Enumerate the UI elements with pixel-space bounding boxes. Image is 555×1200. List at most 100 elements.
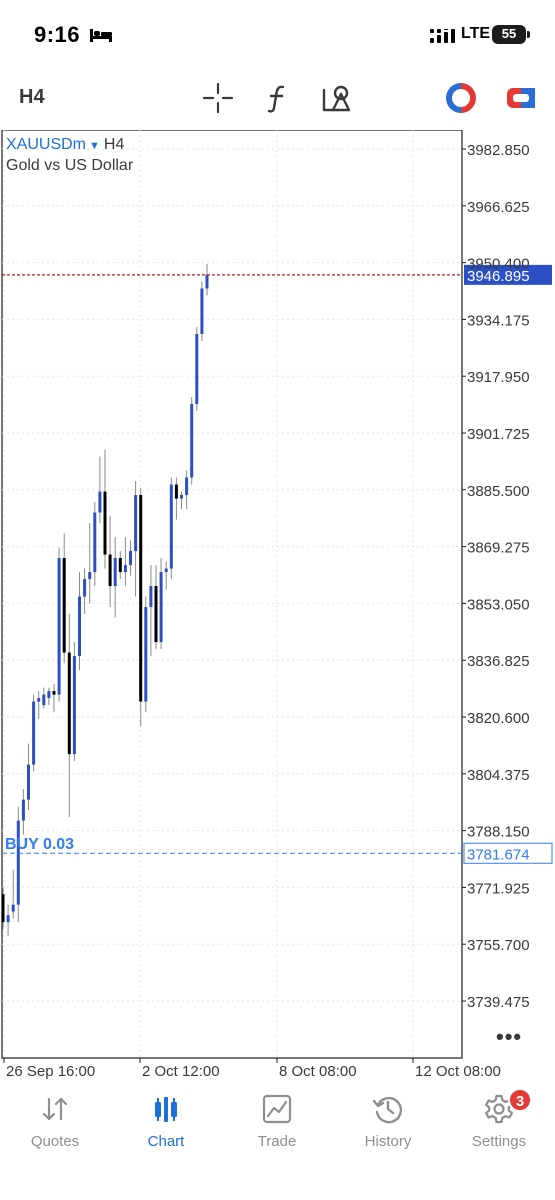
candle-bull — [37, 698, 41, 702]
network-type: LTE — [461, 25, 491, 42]
candle-bull — [169, 484, 173, 569]
buy-price-label: 3781.674 — [467, 846, 530, 863]
chart-canvas[interactable]: 3946.895 3781.674 3982.850 3966.625 3950.40… — [0, 130, 555, 1080]
y-tick-label: 3820.600 — [467, 710, 530, 727]
y-tick-label: 3934.175 — [467, 312, 530, 329]
one-click-trading-icon[interactable] — [445, 82, 477, 114]
sleep-focus-icon — [90, 29, 112, 42]
y-tick-label: 3950.400 — [467, 256, 530, 273]
crosshair-icon[interactable] — [202, 82, 234, 114]
x-tick-label: 12 Oct 08:00 — [415, 1063, 501, 1080]
symbol-description: Gold vs US Dollar — [6, 157, 134, 174]
candle-bull — [93, 512, 97, 573]
nav-trade-label: Trade — [257, 1133, 297, 1150]
candle-bear — [1, 894, 5, 923]
nav-chart[interactable]: Chart — [111, 1088, 221, 1158]
candle-bull — [42, 694, 46, 706]
price-chart[interactable]: 3946.895 3781.674 3982.850 3966.625 3950.40… — [0, 130, 555, 1080]
status-bar: 9:16 LTE 55 — [0, 0, 555, 70]
candle-bull — [16, 820, 20, 905]
y-tick-label: 3853.050 — [467, 596, 530, 613]
buy-price-box — [463, 842, 553, 864]
y-tick-label: 3885.500 — [467, 483, 530, 500]
nav-history[interactable]: History — [333, 1088, 443, 1158]
x-tick-label: 26 Sep 16:00 — [6, 1063, 95, 1080]
symbol-name[interactable]: XAUUSDm — [6, 136, 87, 153]
x-tick-label: 8 Oct 08:00 — [279, 1063, 357, 1080]
nav-history-label: History — [364, 1133, 412, 1150]
history-clock-icon — [372, 1096, 402, 1124]
current-price-label: 3946.895 — [467, 268, 530, 285]
candle-bull — [185, 477, 189, 496]
symbol-dropdown-icon[interactable]: ▼ — [89, 140, 100, 152]
quotes-arrows-icon — [42, 1097, 68, 1121]
bottom-navigation: Quotes Chart Trade History — [0, 1088, 555, 1200]
candle-bear — [103, 491, 107, 555]
current-price-box — [464, 264, 552, 285]
candle-bull — [32, 701, 36, 765]
candle-bear — [174, 484, 178, 499]
indicators-icon[interactable] — [262, 82, 294, 114]
more-options-icon[interactable]: ••• — [496, 1024, 523, 1049]
candle-bear — [67, 652, 71, 755]
y-tick-label: 3836.825 — [467, 653, 530, 670]
candle-bear — [52, 691, 56, 695]
battery-tip — [527, 31, 530, 38]
chart-candles-icon — [155, 1097, 177, 1122]
candle-bull — [205, 274, 209, 289]
candle-bull — [78, 596, 81, 657]
y-tick-label: 3869.275 — [467, 540, 530, 557]
trade-icon[interactable] — [505, 82, 537, 114]
candle-bull — [195, 334, 199, 405]
candle-bear — [108, 554, 112, 587]
nav-trade[interactable]: Trade — [222, 1088, 332, 1158]
candle-bull — [123, 565, 127, 573]
nav-quotes[interactable]: Quotes — [0, 1088, 110, 1158]
candle-bull — [98, 491, 102, 513]
candle-bull — [200, 288, 204, 335]
candle-bull — [134, 495, 138, 552]
trade-chart-icon — [262, 1094, 292, 1124]
objects-icon[interactable] — [320, 82, 352, 114]
buy-position-label[interactable]: BUY 0.03 — [5, 836, 75, 853]
plot-frame — [1, 130, 463, 1059]
nav-chart-label: Chart — [147, 1133, 185, 1150]
candle-bull — [113, 558, 117, 587]
candle-bull — [83, 579, 87, 597]
candle-bull — [6, 915, 10, 923]
x-tick-label: 2 Oct 12:00 — [142, 1063, 220, 1080]
y-tick-label: 3917.950 — [467, 369, 530, 386]
battery-icon: 55 — [492, 25, 526, 44]
candle-bull — [11, 904, 15, 912]
candle-bull — [47, 691, 51, 699]
candle-bull — [129, 551, 132, 566]
y-tick-label: 3982.850 — [467, 142, 530, 159]
y-tick-label: 3739.475 — [467, 994, 530, 1011]
candle-bull — [27, 764, 30, 800]
candle-bull — [164, 568, 168, 573]
candle-bull — [72, 656, 76, 755]
battery-level: 55 — [501, 26, 517, 41]
chart-symbol-header[interactable]: XAUUSDm ▼ H4 — [6, 136, 124, 154]
candle-bull — [21, 799, 25, 821]
symbol-timeframe: H4 — [103, 136, 125, 153]
y-tick-label: 3755.700 — [467, 937, 530, 954]
y-tick-label: 3788.150 — [467, 824, 530, 841]
y-tick-label: 3771.925 — [467, 880, 530, 897]
nav-settings-label: Settings — [471, 1133, 527, 1150]
settings-notification-badge: 3 — [508, 1088, 532, 1112]
cellular-signal-icon — [430, 29, 455, 43]
timeframe-button[interactable]: H4 — [19, 86, 45, 108]
y-tick-label: 3901.725 — [467, 426, 530, 443]
candle-bear — [118, 558, 122, 573]
candle-bear — [62, 558, 66, 653]
candle-bull — [88, 572, 92, 580]
candle-bull — [180, 495, 183, 499]
y-tick-label: 3966.625 — [467, 199, 530, 216]
candle-bull — [159, 572, 163, 643]
candle-bull — [144, 607, 148, 702]
candle-bear — [139, 495, 143, 702]
nav-settings[interactable]: 3 Settings — [444, 1088, 554, 1158]
candle-bull — [190, 404, 194, 478]
status-time: 9:16 — [34, 22, 81, 47]
